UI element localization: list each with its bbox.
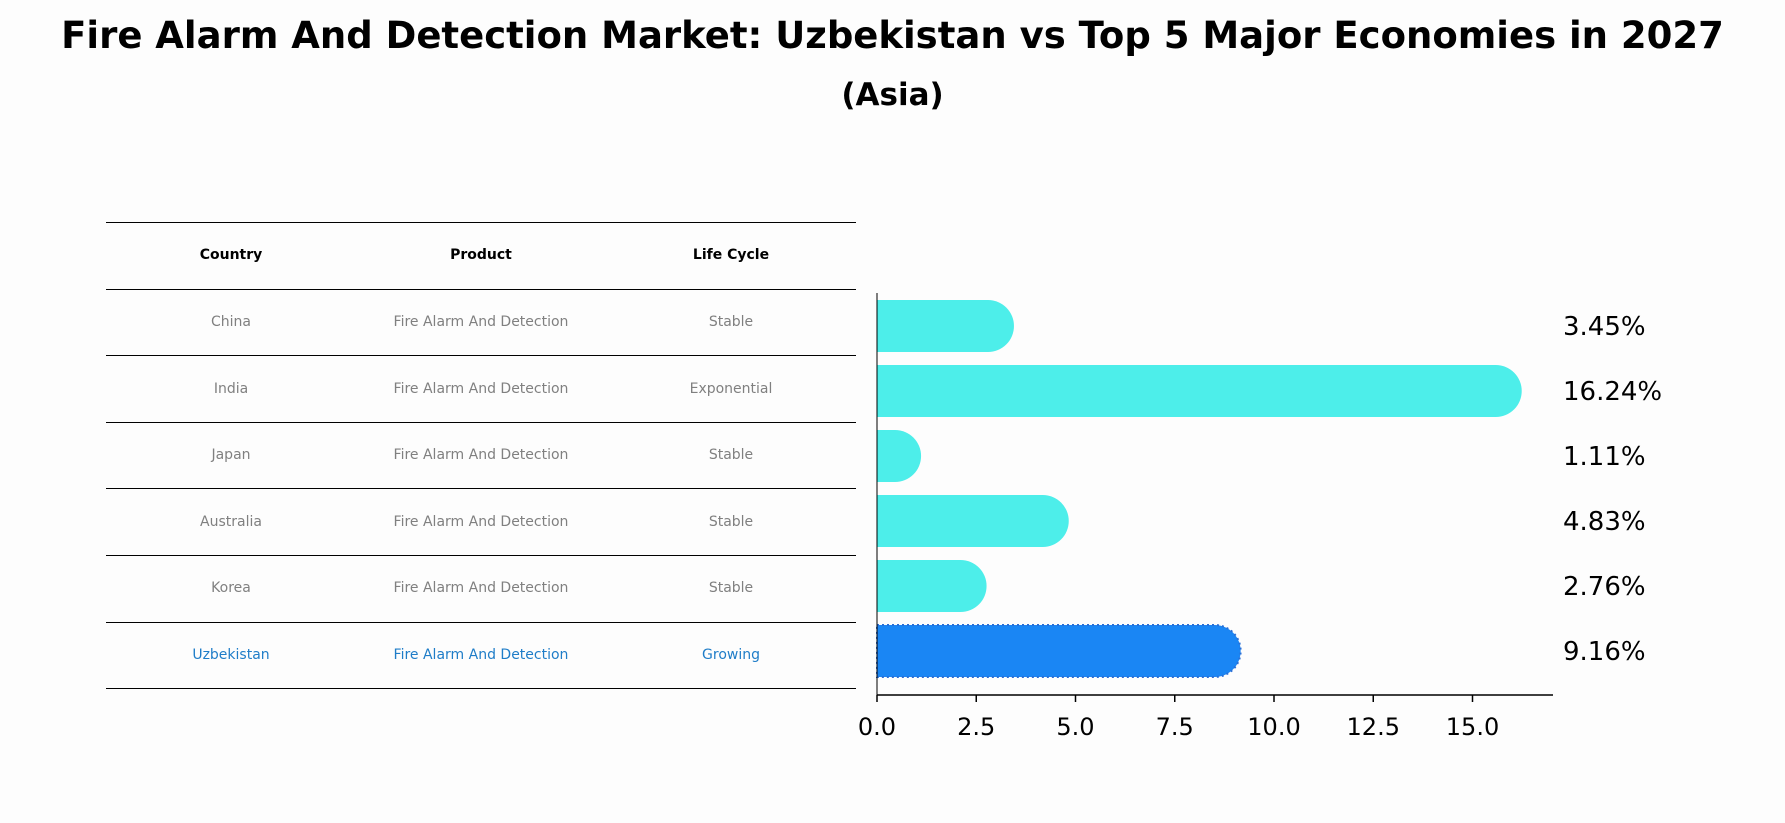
table-cell-country: Japan [211,447,251,464]
table-header-product: Product [450,247,512,264]
table-cell-country: Korea [211,580,251,597]
table-cell-product: Fire Alarm And Detection [393,313,569,330]
bar-australia [877,495,1069,547]
table-cell-country: Australia [200,513,262,530]
value-label: 4.83% [1563,507,1646,537]
x-tick-label: 7.5 [1156,713,1194,741]
table-cell-life-cycle: Growing [702,646,760,663]
table-rule [106,288,856,290]
table-cell-country: Uzbekistan [192,646,270,663]
table-rule [106,555,856,556]
table-rule [106,688,856,690]
value-label: 2.76% [1563,572,1646,602]
value-label: 9.16% [1563,637,1646,667]
value-label: 1.11% [1563,442,1646,472]
x-tick-label: 10.0 [1247,713,1300,741]
x-tick-label: 5.0 [1056,713,1094,741]
value-label: 3.45% [1563,312,1646,342]
table-cell-product: Fire Alarm And Detection [393,513,569,530]
table-cell-life-cycle: Stable [708,313,754,330]
chart-title: Fire Alarm And Detection Market: Uzbekis… [61,14,1724,57]
bar-outline-highlight [876,624,1242,678]
bar-uzbekistan [877,625,1241,677]
bar-china [877,300,1014,352]
table-cell-life-cycle: Stable [708,447,754,464]
table-cell-country: China [211,313,251,330]
value-label: 16.24% [1563,377,1662,407]
bar-india [877,365,1522,417]
table-header-life-cycle: Life Cycle [692,247,770,264]
x-tick-label: 2.5 [957,713,995,741]
table-cell-life-cycle: Exponential [689,380,773,397]
table-rule [106,222,856,223]
chart-subtitle: (Asia) [841,77,944,113]
table-cell-product: Fire Alarm And Detection [393,380,569,397]
table-cell-product: Fire Alarm And Detection [393,580,569,597]
table-cell-product: Fire Alarm And Detection [393,447,569,464]
table-rule [106,621,856,623]
table-cell-product: Fire Alarm And Detection [393,646,569,663]
table-rule [106,421,856,423]
table-cell-country: India [213,380,249,397]
table-rule [106,488,856,490]
table-cell-life-cycle: Stable [708,580,754,597]
table-rule [106,355,856,357]
bar-japan [877,430,922,482]
bar-korea [877,560,987,612]
table-header-country: Country [199,247,263,264]
table-cell-life-cycle: Stable [708,513,754,530]
x-tick-label: 15.0 [1446,713,1499,741]
x-tick-label: 0.0 [858,713,896,741]
x-tick-label: 12.5 [1347,713,1400,741]
